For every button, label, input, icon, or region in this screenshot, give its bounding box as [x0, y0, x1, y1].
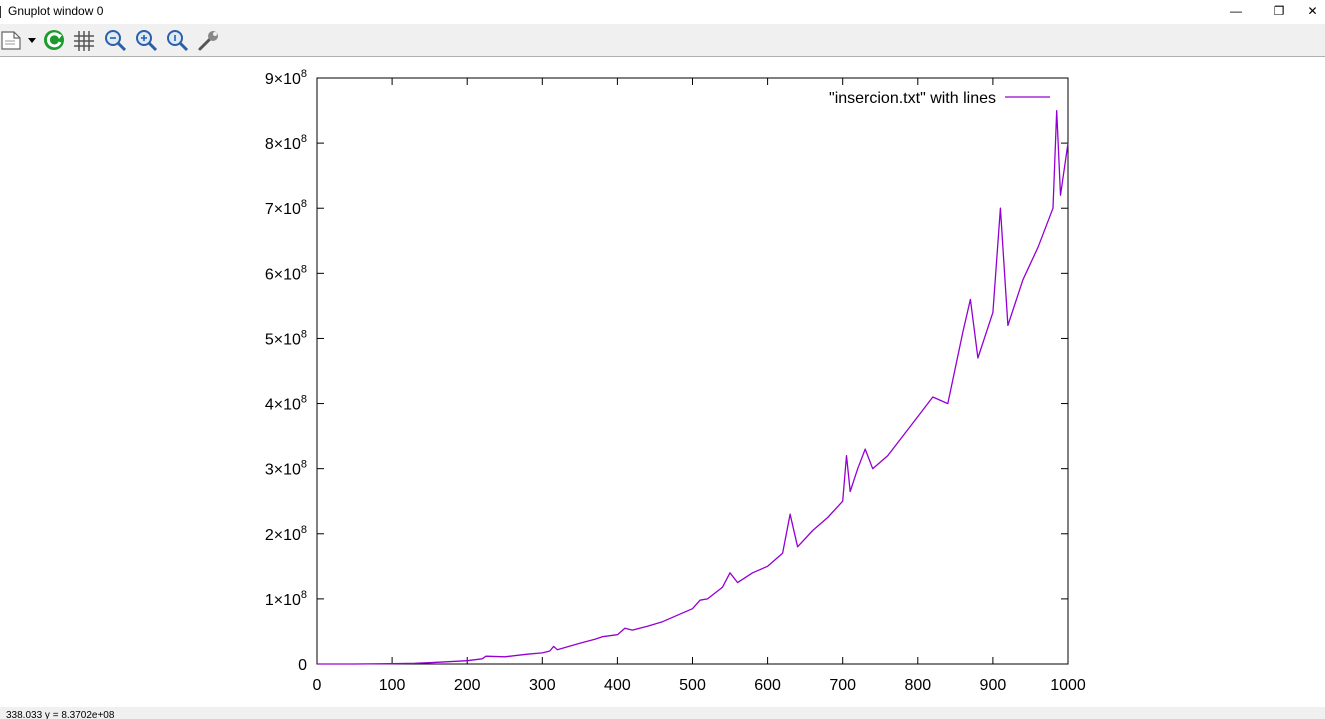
y-tick-label: 6×108: [265, 263, 307, 283]
y-tick-label: 0: [298, 657, 307, 674]
y-tick-label: 1×108: [265, 589, 307, 609]
options-wrench-icon: [198, 31, 218, 51]
legend-label: "insercion.txt" with lines: [829, 90, 996, 107]
x-tick-label: 600: [754, 677, 781, 694]
x-tick-label: 200: [454, 677, 481, 694]
x-tick-label: 500: [679, 677, 706, 694]
replot-icon: [44, 30, 64, 50]
y-tick-label: 3×108: [265, 459, 307, 479]
toolbar: [0, 24, 1325, 57]
line-chart: 0 100 200 300 400 500 600 700 800 900 1000 0 1×108 2×…: [265, 68, 1086, 694]
replot-button[interactable]: [41, 27, 67, 53]
x-tick-label: 900: [980, 677, 1007, 694]
plot-border: [316, 77, 1069, 665]
zoom-next-button[interactable]: [133, 27, 159, 53]
zoom-previous-icon: [105, 30, 127, 52]
close-button[interactable]: ✕: [1307, 4, 1318, 18]
window-icon: [0, 6, 3, 18]
y-tick-label: 4×108: [265, 394, 307, 414]
y-tick-label: 9×108: [265, 68, 307, 88]
toggle-grid-button[interactable]: [71, 27, 97, 53]
x-tick-label: 300: [529, 677, 556, 694]
series-line: [317, 109, 1069, 665]
title-bar: Gnuplot window 0 — ❐ ✕: [0, 0, 1325, 24]
grid-icon: [74, 31, 94, 51]
zoom-next-icon: [136, 30, 158, 52]
minimize-button[interactable]: —: [1230, 4, 1242, 18]
copy-options-dropdown[interactable]: [26, 27, 38, 53]
x-tick-label: 100: [379, 677, 406, 694]
y-tick-label: 7×108: [265, 198, 307, 218]
zoom-previous-button[interactable]: [102, 27, 128, 53]
dropdown-arrow-icon: [28, 38, 36, 43]
x-tick-label: 1000: [1050, 677, 1086, 694]
status-bar: 338.033 y = 8.3702e+08: [0, 707, 1325, 719]
unzoom-icon: [167, 30, 189, 52]
cursor-coordinates: 338.033 y = 8.3702e+08: [6, 710, 115, 719]
restore-button[interactable]: ❐: [1273, 4, 1285, 18]
x-tick-label: 0: [313, 677, 322, 694]
window-title: Gnuplot window 0: [8, 4, 104, 18]
y-tick-label: 2×108: [265, 524, 307, 544]
x-tick-label: 700: [829, 677, 856, 694]
unzoom-button[interactable]: [164, 27, 190, 53]
copy-to-clipboard-icon: [1, 31, 21, 50]
y-tick-label: 8×108: [265, 133, 307, 153]
plot-area[interactable]: 0 100 200 300 400 500 600 700 800 900 1000 0 1×108 2×…: [0, 57, 1325, 707]
x-tick-label: 800: [904, 677, 931, 694]
options-button[interactable]: [196, 27, 222, 53]
y-tick-label: 5×108: [265, 328, 307, 348]
x-tick-label: 400: [604, 677, 631, 694]
copy-to-clipboard-button[interactable]: [0, 27, 26, 53]
